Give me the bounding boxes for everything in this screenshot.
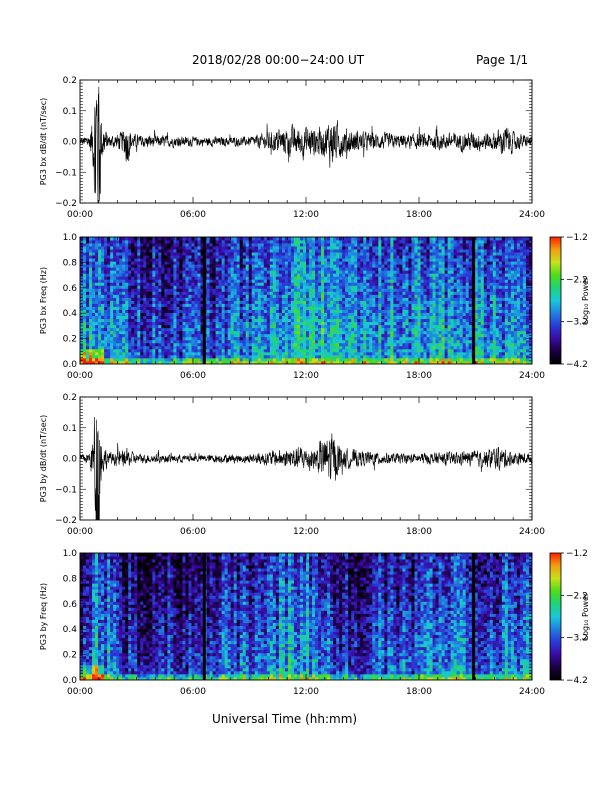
x-axis-title: Universal Time (hh:mm) (212, 712, 358, 726)
x-tick-label: 06:00 (180, 210, 206, 220)
colorbar-tick-label: −2.2 (566, 591, 588, 601)
x-tick-label: 00:00 (67, 371, 93, 381)
data-gap-2 (472, 237, 476, 364)
x-tick-label: 18:00 (406, 371, 432, 381)
x-tick-label: 24:00 (519, 371, 545, 381)
y-axis-title: PG3 bx dB/dt (nT/sec) (39, 98, 48, 185)
x-axis: 00:00 06:00 12:00 18:00 24:00 (67, 80, 545, 220)
x-tick-label: 06:00 (180, 371, 206, 381)
colorbar-tick-label: −2.2 (566, 275, 588, 285)
x-tick-label: 12:00 (293, 687, 319, 697)
panel-3: 00:00 06:00 12:00 18:00 24:00 0.2 0.1 0.0 −0.1 −0… (39, 393, 545, 537)
x-tick-label: 00:00 (67, 687, 93, 697)
y-axis-title: PG3 by dB/dt (nT/sec) (39, 415, 48, 502)
y-tick-label: 0.4 (63, 309, 78, 319)
colorbar: −1.2 −2.2 −3.2 −4.2 Log₁₀ Power (549, 549, 590, 686)
y-axis: 0.2 0.1 0.0 −0.1 −0.2 PG3 by dB/dt (nT/sec) (39, 393, 532, 526)
y-tick-label: 0.0 (63, 676, 78, 686)
y-tick-label: 0.0 (63, 360, 78, 370)
x-tick-label: 18:00 (406, 210, 432, 220)
colorbar-tick-label: −1.2 (566, 549, 588, 559)
y-tick-label: 0.1 (63, 107, 77, 117)
colorbar-scale (549, 236, 562, 365)
y-tick-label: 0.2 (63, 651, 77, 661)
x-tick-label: 18:00 (406, 687, 432, 697)
y-axis-title: PG3 by Freq (Hz) (39, 583, 48, 650)
y-tick-label: 0.0 (63, 138, 78, 148)
y-tick-label: 0.1 (63, 424, 77, 434)
spectrogram-cells (80, 553, 532, 680)
colorbar-tick-label: −4.2 (566, 676, 588, 686)
panel-2: −1.2 −2.2 −3.2 −4.2 Log₁₀ Power 00:00 06:00 12:… (39, 233, 590, 381)
x-tick-label: 12:00 (293, 371, 319, 381)
colorbar-scale (549, 552, 562, 681)
y-tick-label: 0.4 (63, 625, 78, 635)
y-tick-label: 1.0 (63, 233, 78, 243)
x-tick-label: 12:00 (293, 210, 319, 220)
y-axis: 1.0 0.8 0.6 0.4 0.2 0.0 PG3 bx Freq (Hz) (39, 233, 532, 370)
x-tick-label: 24:00 (519, 687, 545, 697)
x-tick-label: 00:00 (67, 527, 93, 537)
y-tick-label: 0.6 (63, 284, 78, 294)
x-axis: 00:00 06:00 12:00 18:00 24:00 (67, 397, 545, 537)
y-tick-label: 0.2 (63, 335, 77, 345)
spectrogram-cells (80, 237, 532, 364)
y-tick-label: 0.2 (63, 393, 77, 403)
y-tick-label: 0.2 (63, 76, 77, 86)
panel-1: 00:00 06:00 12:00 18:00 24:00 0.2 0.1 0.0 −0.1 −0… (39, 76, 545, 220)
x-axis: 00:00 06:00 12:00 18:00 24:00 (67, 237, 545, 381)
data-gap-2 (472, 553, 476, 680)
y-tick-label: −0.1 (55, 168, 77, 178)
data-gap-1 (202, 237, 206, 364)
y-axis: 1.0 0.8 0.6 0.4 0.2 0.0 PG3 by Freq (Hz) (39, 549, 532, 686)
trace-line (80, 86, 532, 203)
colorbar-tick-label: −4.2 (566, 360, 588, 370)
x-tick-label: 18:00 (406, 527, 432, 537)
page-indicator: Page 1/1 (476, 53, 529, 67)
y-tick-label: 0.8 (63, 258, 78, 268)
x-tick-label: 06:00 (180, 527, 206, 537)
colorbar-label: Log₁₀ Power (581, 592, 590, 640)
y-tick-label: 0.6 (63, 600, 78, 610)
y-axis-title: PG3 bx Freq (Hz) (39, 267, 48, 334)
colorbar-tick-label: −3.2 (566, 634, 588, 644)
y-tick-label: 1.0 (63, 549, 78, 559)
y-tick-label: −0.2 (55, 199, 77, 209)
x-tick-label: 24:00 (519, 210, 545, 220)
x-tick-label: 12:00 (293, 527, 319, 537)
trace-line (80, 417, 532, 520)
colorbar-tick-label: −3.2 (566, 318, 588, 328)
colorbar-tick-label: −1.2 (566, 233, 588, 243)
y-tick-label: −0.1 (55, 485, 77, 495)
plot-date-title: 2018/02/28 00:00−24:00 UT (192, 53, 365, 67)
x-tick-label: 24:00 (519, 527, 545, 537)
x-tick-label: 00:00 (67, 210, 93, 220)
y-tick-label: 0.0 (63, 455, 78, 465)
colorbar: −1.2 −2.2 −3.2 −4.2 Log₁₀ Power (549, 233, 590, 370)
y-tick-label: −0.2 (55, 516, 77, 526)
colorbar-label: Log₁₀ Power (581, 276, 590, 324)
y-axis: 0.2 0.1 0.0 −0.1 −0.2 PG3 bx dB/dt (nT/sec) (39, 76, 532, 209)
y-tick-label: 0.8 (63, 574, 78, 584)
panel-4: −1.2 −2.2 −3.2 −4.2 Log₁₀ Power 00:00 06:00 12:… (39, 549, 590, 697)
data-gap-1 (202, 553, 206, 680)
x-tick-label: 06:00 (180, 687, 206, 697)
